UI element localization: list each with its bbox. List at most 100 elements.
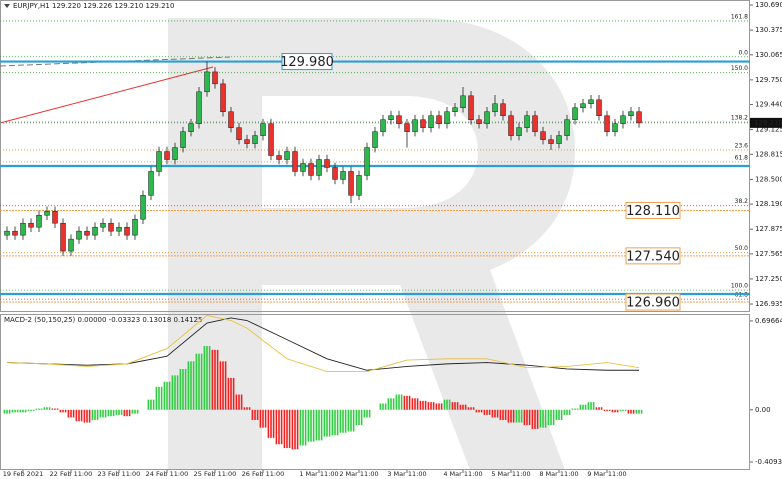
- x-tick-label: 19 Feb 2021: [3, 470, 43, 478]
- x-tick-label: 3 Mar 11:00: [387, 470, 426, 478]
- level-label: 127.540: [626, 249, 680, 264]
- level-label: 129.980: [280, 55, 334, 70]
- candle-body: [620, 115, 626, 124]
- y-tick-label: 128.815: [755, 150, 782, 158]
- fib-label: 100.0: [731, 283, 748, 290]
- x-tick-label: 26 Feb 11:00: [242, 470, 285, 478]
- y-tick-label: 129.750: [755, 76, 782, 84]
- y-tick-label: -0.40931: [755, 458, 782, 466]
- y-tick-label: 129.440: [755, 101, 782, 109]
- candle-body: [516, 127, 522, 136]
- candle-body: [76, 230, 82, 240]
- macd-title: MACD-2 (50,150,25) 0.00000 -0.03323 0.13…: [4, 316, 203, 324]
- candle-body: [572, 107, 578, 120]
- candle-body: [404, 123, 410, 132]
- y-tick-label: 0.00: [755, 406, 771, 414]
- candle-body: [492, 103, 498, 112]
- candle-body: [196, 91, 202, 124]
- candle-body: [292, 151, 298, 172]
- symbol-arrow: [4, 4, 10, 8]
- candle-body: [436, 115, 442, 124]
- y-tick-label: 129.125: [755, 126, 782, 134]
- fib-label: 50.0: [735, 245, 749, 252]
- candle-body: [300, 163, 306, 172]
- current-price-box: [750, 117, 782, 128]
- candle-body: [604, 115, 610, 132]
- candle-body: [308, 163, 314, 176]
- candle-body: [52, 211, 58, 224]
- candle-body: [100, 222, 106, 228]
- fib-label: 23.6: [735, 142, 749, 149]
- candle-body: [276, 155, 282, 160]
- level-label-box: [625, 293, 681, 311]
- candle-body: [476, 119, 482, 124]
- fib-label: 150.0: [731, 65, 748, 72]
- candle-body: [556, 135, 562, 144]
- candle-body: [252, 135, 258, 144]
- trend-line: [0, 66, 214, 124]
- x-tick-label: 9 Mar 11:00: [587, 470, 626, 478]
- candle-body: [244, 139, 250, 144]
- y-tick-label: 0.69664: [755, 317, 782, 325]
- candle-body: [324, 159, 330, 168]
- candle-body: [108, 222, 114, 232]
- x-tick-label: 5 Mar 11:00: [491, 470, 530, 478]
- x-tick-label: 8 Mar 11:00: [539, 470, 578, 478]
- candle-body: [428, 115, 434, 128]
- candle-body: [420, 119, 426, 128]
- candle-body: [500, 103, 506, 116]
- fib-label: 138.2: [731, 115, 748, 122]
- candle-body: [412, 119, 418, 132]
- candle-body: [44, 211, 50, 216]
- candle-body: [12, 230, 18, 236]
- x-tick-label: 24 Feb 11:00: [146, 470, 189, 478]
- y-tick-label: 128.190: [755, 200, 782, 208]
- candle-body: [140, 195, 146, 220]
- candle-body: [124, 226, 130, 236]
- candle-body: [564, 119, 570, 136]
- candle-body: [612, 123, 618, 132]
- y-tick-label: 130.690: [755, 1, 782, 9]
- macd-panel-frame: [0, 314, 750, 470]
- level-label: 126.960: [626, 296, 680, 311]
- candle-body: [84, 230, 90, 236]
- candle-body: [36, 214, 42, 228]
- candle-body: [228, 111, 234, 128]
- level-label-box: [281, 53, 333, 71]
- x-tick-label: 23 Feb 11:00: [98, 470, 141, 478]
- macd-line: [6, 314, 640, 372]
- chart-header: EURJPY,H1 129.220 129.226 129.210 129.21…: [13, 2, 174, 10]
- candle-body: [284, 151, 290, 160]
- candle-body: [388, 115, 394, 120]
- candle-body: [540, 131, 546, 140]
- fib-label: 61.8: [735, 154, 749, 161]
- candle-body: [580, 103, 586, 108]
- candle-body: [396, 115, 402, 124]
- candle-body: [92, 226, 98, 236]
- candle-body: [332, 167, 338, 180]
- candle-body: [4, 230, 10, 236]
- candle-body: [268, 123, 274, 156]
- level-label-box: [625, 247, 681, 265]
- y-tick-label: 130.375: [755, 26, 782, 34]
- candle-body: [356, 175, 362, 196]
- candle-body: [380, 119, 386, 132]
- y-tick-label: 127.250: [755, 275, 782, 283]
- candle-body: [588, 99, 594, 105]
- candle-body: [444, 111, 450, 124]
- y-tick-label: 126.935: [755, 300, 782, 308]
- fib-label: 0.0: [738, 49, 748, 56]
- candle-body: [172, 147, 178, 160]
- candle-body: [212, 71, 218, 85]
- candle-body: [188, 123, 194, 132]
- x-tick-label: 4 Mar 11:00: [443, 470, 482, 478]
- candle-body: [204, 71, 210, 93]
- x-tick-label: 1 Mar 11:00: [299, 470, 338, 478]
- candle-body: [60, 222, 66, 252]
- candle-body: [460, 95, 466, 108]
- candle-body: [524, 115, 530, 128]
- candle-body: [68, 238, 74, 252]
- candle-body: [532, 115, 538, 132]
- candle-body: [372, 131, 378, 148]
